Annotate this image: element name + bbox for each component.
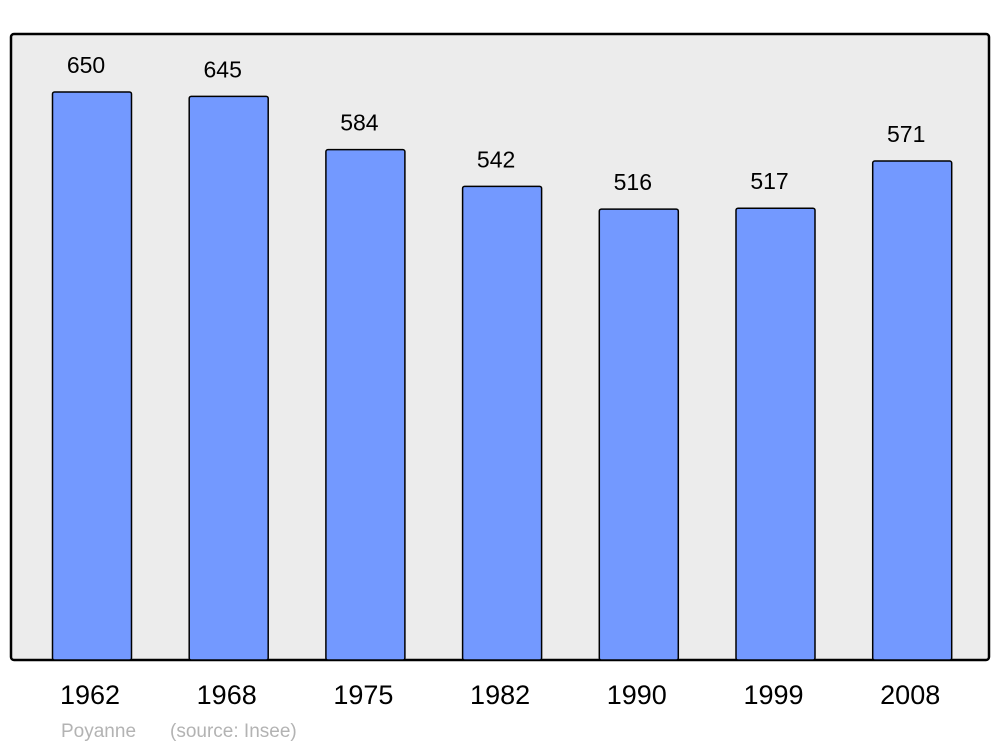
x-tick-label: 1999	[743, 680, 803, 710]
bar-1999	[735, 207, 816, 661]
x-tick-label: 2008	[880, 680, 940, 710]
bar-2008	[871, 160, 953, 661]
footer-place: Poyanne	[61, 721, 136, 742]
value-label: 650	[67, 52, 105, 78]
x-tick-label: 1990	[607, 680, 667, 710]
value-label: 516	[614, 169, 652, 195]
value-label: 645	[204, 56, 242, 82]
x-tick-label: 1968	[197, 680, 257, 710]
bar-1990	[598, 208, 680, 661]
x-tick-label: 1962	[60, 680, 120, 710]
bar-1962	[51, 91, 133, 661]
value-label: 517	[750, 168, 788, 194]
bar-1975	[325, 148, 406, 661]
value-label: 542	[477, 146, 515, 172]
value-label: 571	[887, 121, 925, 147]
bar-1982	[461, 185, 543, 661]
footer-source: (source: Insee)	[170, 721, 297, 742]
bar-1968	[188, 95, 269, 661]
x-tick-label: 1975	[333, 680, 393, 710]
x-tick-label: 1982	[470, 680, 530, 710]
value-label: 584	[340, 110, 379, 136]
